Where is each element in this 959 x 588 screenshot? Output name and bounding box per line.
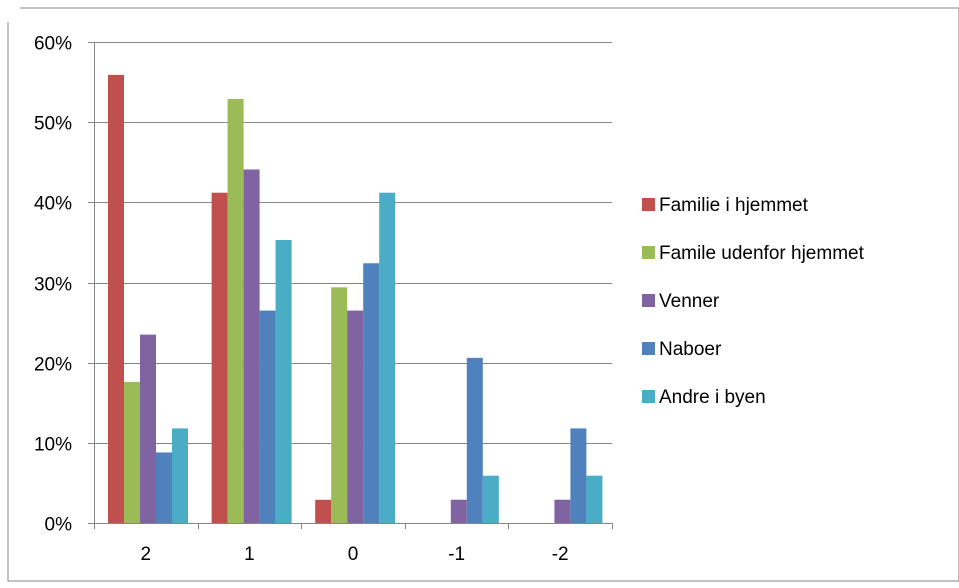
legend-swatch [642,342,655,355]
y-tick-label: 0% [45,515,73,536]
y-tick-label: 50% [34,114,72,135]
y-tick-label: 60% [34,34,72,55]
bar [554,499,571,523]
legend-label: Naboer [659,339,722,360]
x-tick-label: 1 [244,544,255,565]
x-axis-tick-labels: 2 1 0 -1 -2 [141,544,569,565]
y-tick-label: 10% [34,435,72,456]
bar [156,452,172,523]
legend: Familie i hjemmet Famile udenfor hjemmet V… [642,195,865,408]
bar [586,475,603,523]
bar [275,240,292,524]
y-tick-label: 20% [34,355,72,376]
y-tick-label: 40% [34,194,72,215]
chart-border [7,7,959,582]
bar [379,192,396,524]
y-tick-label: 30% [34,275,72,296]
legend-swatch [642,246,655,259]
legend-label: Famile udenfor hjemmet [659,243,865,264]
bar [347,310,364,523]
bar [315,499,332,523]
legend-swatch [642,198,655,211]
bar [570,428,587,523]
axes [88,42,613,529]
bars [108,74,603,524]
y-axis-tick-labels: 0% 10% 20% 30% 40% 50% 60% [34,34,72,536]
bar [172,428,188,523]
bar [450,499,467,523]
legend-label: Venner [659,291,720,312]
bar [124,381,140,523]
x-tick-label: 2 [141,544,152,565]
bar [363,263,380,523]
bar [331,287,348,523]
x-tick-label: 0 [348,544,359,565]
x-tick-label: -1 [448,544,465,565]
bar [211,192,228,524]
legend-swatch [642,390,655,403]
bar [243,169,260,523]
bar [140,334,156,523]
legend-label: Andre i byen [659,387,766,408]
bar [466,357,483,523]
bar [482,475,499,523]
bar [227,98,244,523]
bar [259,310,276,523]
legend-swatch [642,294,655,307]
legend-label: Familie i hjemmet [659,195,809,216]
bar [108,74,124,523]
x-tick-label: -2 [552,544,569,565]
